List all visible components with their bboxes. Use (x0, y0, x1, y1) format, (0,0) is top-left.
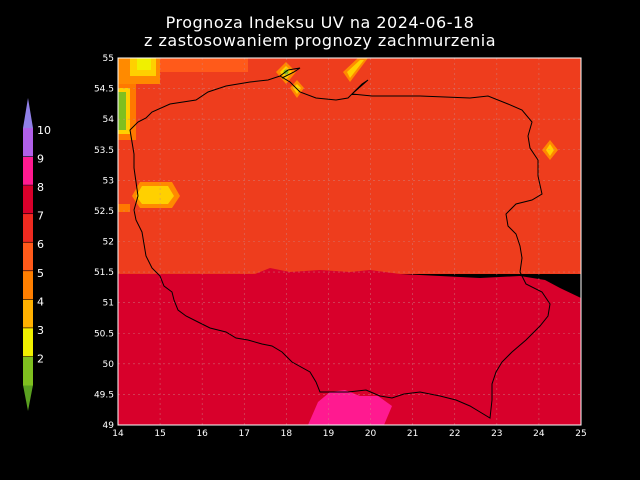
x-tick-label: 18 (281, 429, 293, 439)
x-tick-label: 17 (239, 429, 250, 439)
y-tick-label: 51.5 (94, 268, 114, 278)
plot-area (117, 57, 582, 426)
legend-swatch (23, 156, 33, 186)
y-tick-label: 51 (103, 299, 114, 309)
legend-swatch (23, 299, 33, 329)
uv8-region (118, 268, 581, 425)
y-tick-label: 53.5 (94, 146, 114, 156)
y-tick-label: 53 (103, 176, 114, 186)
legend-swatch (23, 185, 33, 215)
legend-label: 9 (37, 153, 44, 166)
gridlines (118, 58, 581, 425)
uv4-patch-lagoon (136, 186, 174, 204)
legend-label: 8 (37, 181, 44, 194)
y-axis: 55 54.5 54 53.5 53 52.5 52 51.5 51 50.5 50 49.5 49 (94, 54, 114, 431)
legend-swatch (23, 213, 33, 243)
legend-swatch (23, 270, 33, 300)
x-tick-label: 15 (154, 429, 165, 439)
x-tick-label: 25 (575, 429, 586, 439)
y-tick-label: 55 (103, 54, 114, 64)
uv-legend: 2 3 4 5 6 7 8 9 10 (23, 98, 51, 411)
legend-label: 3 (37, 324, 44, 337)
legend-label: 7 (37, 210, 44, 223)
legend-swatch (23, 242, 33, 272)
uv4-patch-vistula (347, 60, 364, 78)
poland-border (129, 75, 551, 419)
x-tick-label: 21 (407, 429, 418, 439)
x-tick-label: 24 (533, 429, 545, 439)
y-tick-label: 52 (103, 238, 114, 248)
legend-label: 5 (37, 267, 44, 280)
legend-label: 4 (37, 295, 44, 308)
uv6-patch-west-strip (118, 204, 130, 212)
y-tick-label: 52.5 (94, 207, 114, 217)
x-tick-label: 22 (449, 429, 460, 439)
x-tick-label: 23 (491, 429, 502, 439)
uv9-region (308, 390, 392, 425)
x-tick-label: 14 (112, 429, 124, 439)
legend-arrow-top (23, 98, 33, 128)
legend-label: 10 (37, 124, 51, 137)
y-tick-label: 50 (103, 360, 115, 370)
x-tick-label: 19 (323, 429, 335, 439)
plot-frame (117, 57, 582, 426)
legend-swatch (23, 356, 33, 386)
legend-label: 2 (37, 352, 44, 365)
x-axis: 14 15 16 17 18 19 20 21 22 23 24 25 (112, 429, 586, 439)
legend-label: 6 (37, 238, 44, 251)
y-tick-label: 49.5 (94, 390, 114, 400)
x-tick-label: 20 (365, 429, 377, 439)
legend-swatch (23, 327, 33, 357)
y-tick-label: 54 (103, 115, 115, 125)
uv2-patch-w (118, 92, 126, 130)
y-tick-label: 54.5 (94, 85, 114, 95)
y-tick-label: 50.5 (94, 329, 114, 339)
map-title-line2: z zastosowaniem prognozy zachmurzenia (144, 31, 496, 50)
legend-swatch (23, 128, 33, 158)
uv7-region (118, 58, 581, 274)
map-title-line1: Prognoza Indeksu UV na 2024-06-18 (165, 13, 475, 32)
legend-arrow-bottom (23, 385, 33, 411)
x-tick-label: 16 (196, 429, 208, 439)
uv3-patch-nw (137, 58, 151, 70)
hel-peninsula (279, 67, 301, 79)
y-tick-label: 49 (103, 421, 115, 431)
